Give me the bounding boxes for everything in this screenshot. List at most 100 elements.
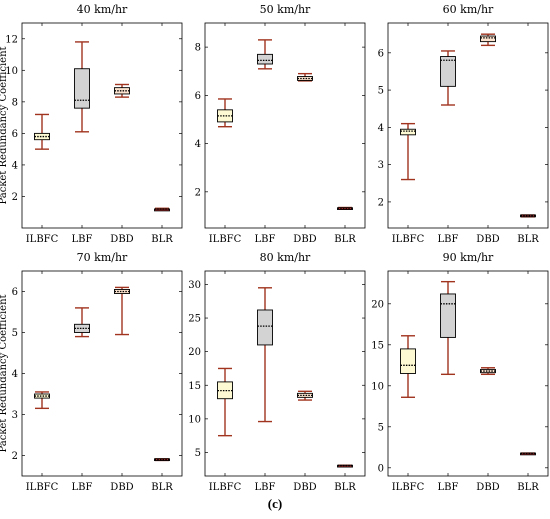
plot-frame [204, 22, 366, 229]
y-tick-label: 0 [378, 463, 384, 474]
x-tick-label: BLR [151, 234, 173, 245]
y-tick-label: 4 [12, 369, 18, 380]
x-tick-label: BLR [334, 482, 356, 493]
y-tick-label: 2 [12, 451, 18, 462]
x-tick-label: LBF [438, 482, 459, 493]
x-tick-label: ILBFC [26, 482, 59, 493]
x-tick-label: BLR [517, 234, 539, 245]
box-dbd [114, 83, 130, 98]
x-tick-label: ILBFC [26, 234, 59, 245]
box-iqr [337, 207, 353, 210]
box-lbf [257, 287, 273, 423]
y-tick-label: 8 [195, 43, 201, 54]
box-iqr [217, 381, 233, 400]
box-ilbfc [217, 98, 233, 128]
x-tick-label: BLR [517, 482, 539, 493]
y-tick-label: 5 [378, 86, 384, 97]
box-iqr [440, 56, 456, 87]
x-tick-label: DBD [476, 234, 499, 245]
chart-panel: 50 km/hr 2 4 6 8 ILBFC LBF DBD BLR [195, 3, 366, 245]
x-tick-label: BLR [151, 482, 173, 493]
y-tick-label: 6 [195, 91, 201, 102]
box-iqr [520, 452, 536, 456]
x-tick-label: LBF [255, 482, 276, 493]
chart-title: 80 km/hr [260, 251, 311, 264]
y-tick-label: 5 [12, 328, 18, 339]
y-tick-label: 3 [378, 160, 384, 171]
y-tick-label: 12 [5, 34, 18, 45]
box-lbf [74, 307, 90, 338]
box-blr [154, 207, 170, 212]
y-tick-label: 30 [188, 280, 201, 291]
box-ilbfc [400, 122, 416, 181]
figure-caption: (c) [267, 496, 283, 511]
y-tick-label: 4 [12, 160, 18, 171]
x-tick-label: DBD [110, 234, 133, 245]
y-tick-label: 6 [378, 48, 384, 59]
box-iqr [154, 208, 170, 212]
box-ilbfc [217, 367, 233, 437]
box-lbf [257, 39, 273, 70]
x-tick-label: DBD [110, 482, 133, 493]
x-tick-label: LBF [72, 482, 93, 493]
y-axis-label: Packet Redundancy Coefficient [0, 294, 9, 452]
box-iqr [480, 368, 496, 374]
box-iqr [114, 87, 130, 95]
box-blr [337, 464, 353, 468]
chart-title: 60 km/hr [443, 3, 494, 16]
box-lbf [440, 50, 456, 106]
x-tick-label: DBD [293, 482, 316, 493]
box-dbd [297, 72, 313, 82]
plot-frame [387, 270, 549, 477]
box-iqr [114, 289, 130, 295]
y-tick-label: 6 [12, 287, 18, 298]
y-tick-label: 2 [195, 187, 201, 198]
box-iqr [480, 35, 496, 43]
box-iqr [400, 348, 416, 374]
box-iqr [257, 53, 273, 65]
chart-title: 90 km/hr [443, 251, 494, 264]
chart-title: 40 km/hr [77, 3, 128, 16]
y-tick-label: 15 [371, 340, 384, 351]
box-dbd [297, 390, 313, 401]
x-tick-label: ILBFC [392, 234, 425, 245]
x-tick-label: DBD [476, 482, 499, 493]
box-lbf [74, 41, 90, 133]
box-dbd [480, 367, 496, 376]
box-blr [154, 458, 170, 462]
y-tick-label: 3 [12, 410, 18, 421]
x-tick-label: ILBFC [209, 482, 242, 493]
chart-title: 50 km/hr [260, 3, 311, 16]
box-iqr [34, 393, 50, 399]
x-tick-label: ILBFC [209, 234, 242, 245]
box-iqr [297, 76, 313, 81]
y-axis-label: Packet Redundancy Coefficient [0, 46, 9, 204]
box-iqr [154, 458, 170, 462]
y-tick-label: 10 [188, 414, 201, 425]
chart-panel: 90 km/hr 0 5 10 15 20 ILBFC LBF DBD BLR [371, 251, 549, 493]
box-blr [520, 214, 536, 218]
y-tick-label: 8 [12, 97, 18, 108]
x-tick-label: BLR [334, 234, 356, 245]
box-ilbfc [34, 391, 50, 410]
box-ilbfc [34, 113, 50, 150]
x-tick-label: LBF [438, 234, 459, 245]
box-iqr [257, 309, 273, 346]
plot-frame [21, 270, 183, 477]
chart-title: 70 km/hr [77, 251, 128, 264]
box-iqr [74, 323, 90, 333]
x-tick-label: ILBFC [392, 482, 425, 493]
plot-frame [387, 22, 549, 229]
y-tick-label: 20 [371, 299, 384, 310]
y-tick-label: 4 [195, 139, 201, 150]
box-iqr [297, 392, 313, 398]
x-tick-label: LBF [72, 234, 93, 245]
y-tick-label: 2 [378, 197, 384, 208]
box-iqr [440, 293, 456, 338]
y-tick-label: 10 [371, 381, 384, 392]
y-tick-label: 10 [5, 66, 18, 77]
y-tick-label: 2 [12, 192, 18, 203]
y-tick-label: 5 [378, 422, 384, 433]
